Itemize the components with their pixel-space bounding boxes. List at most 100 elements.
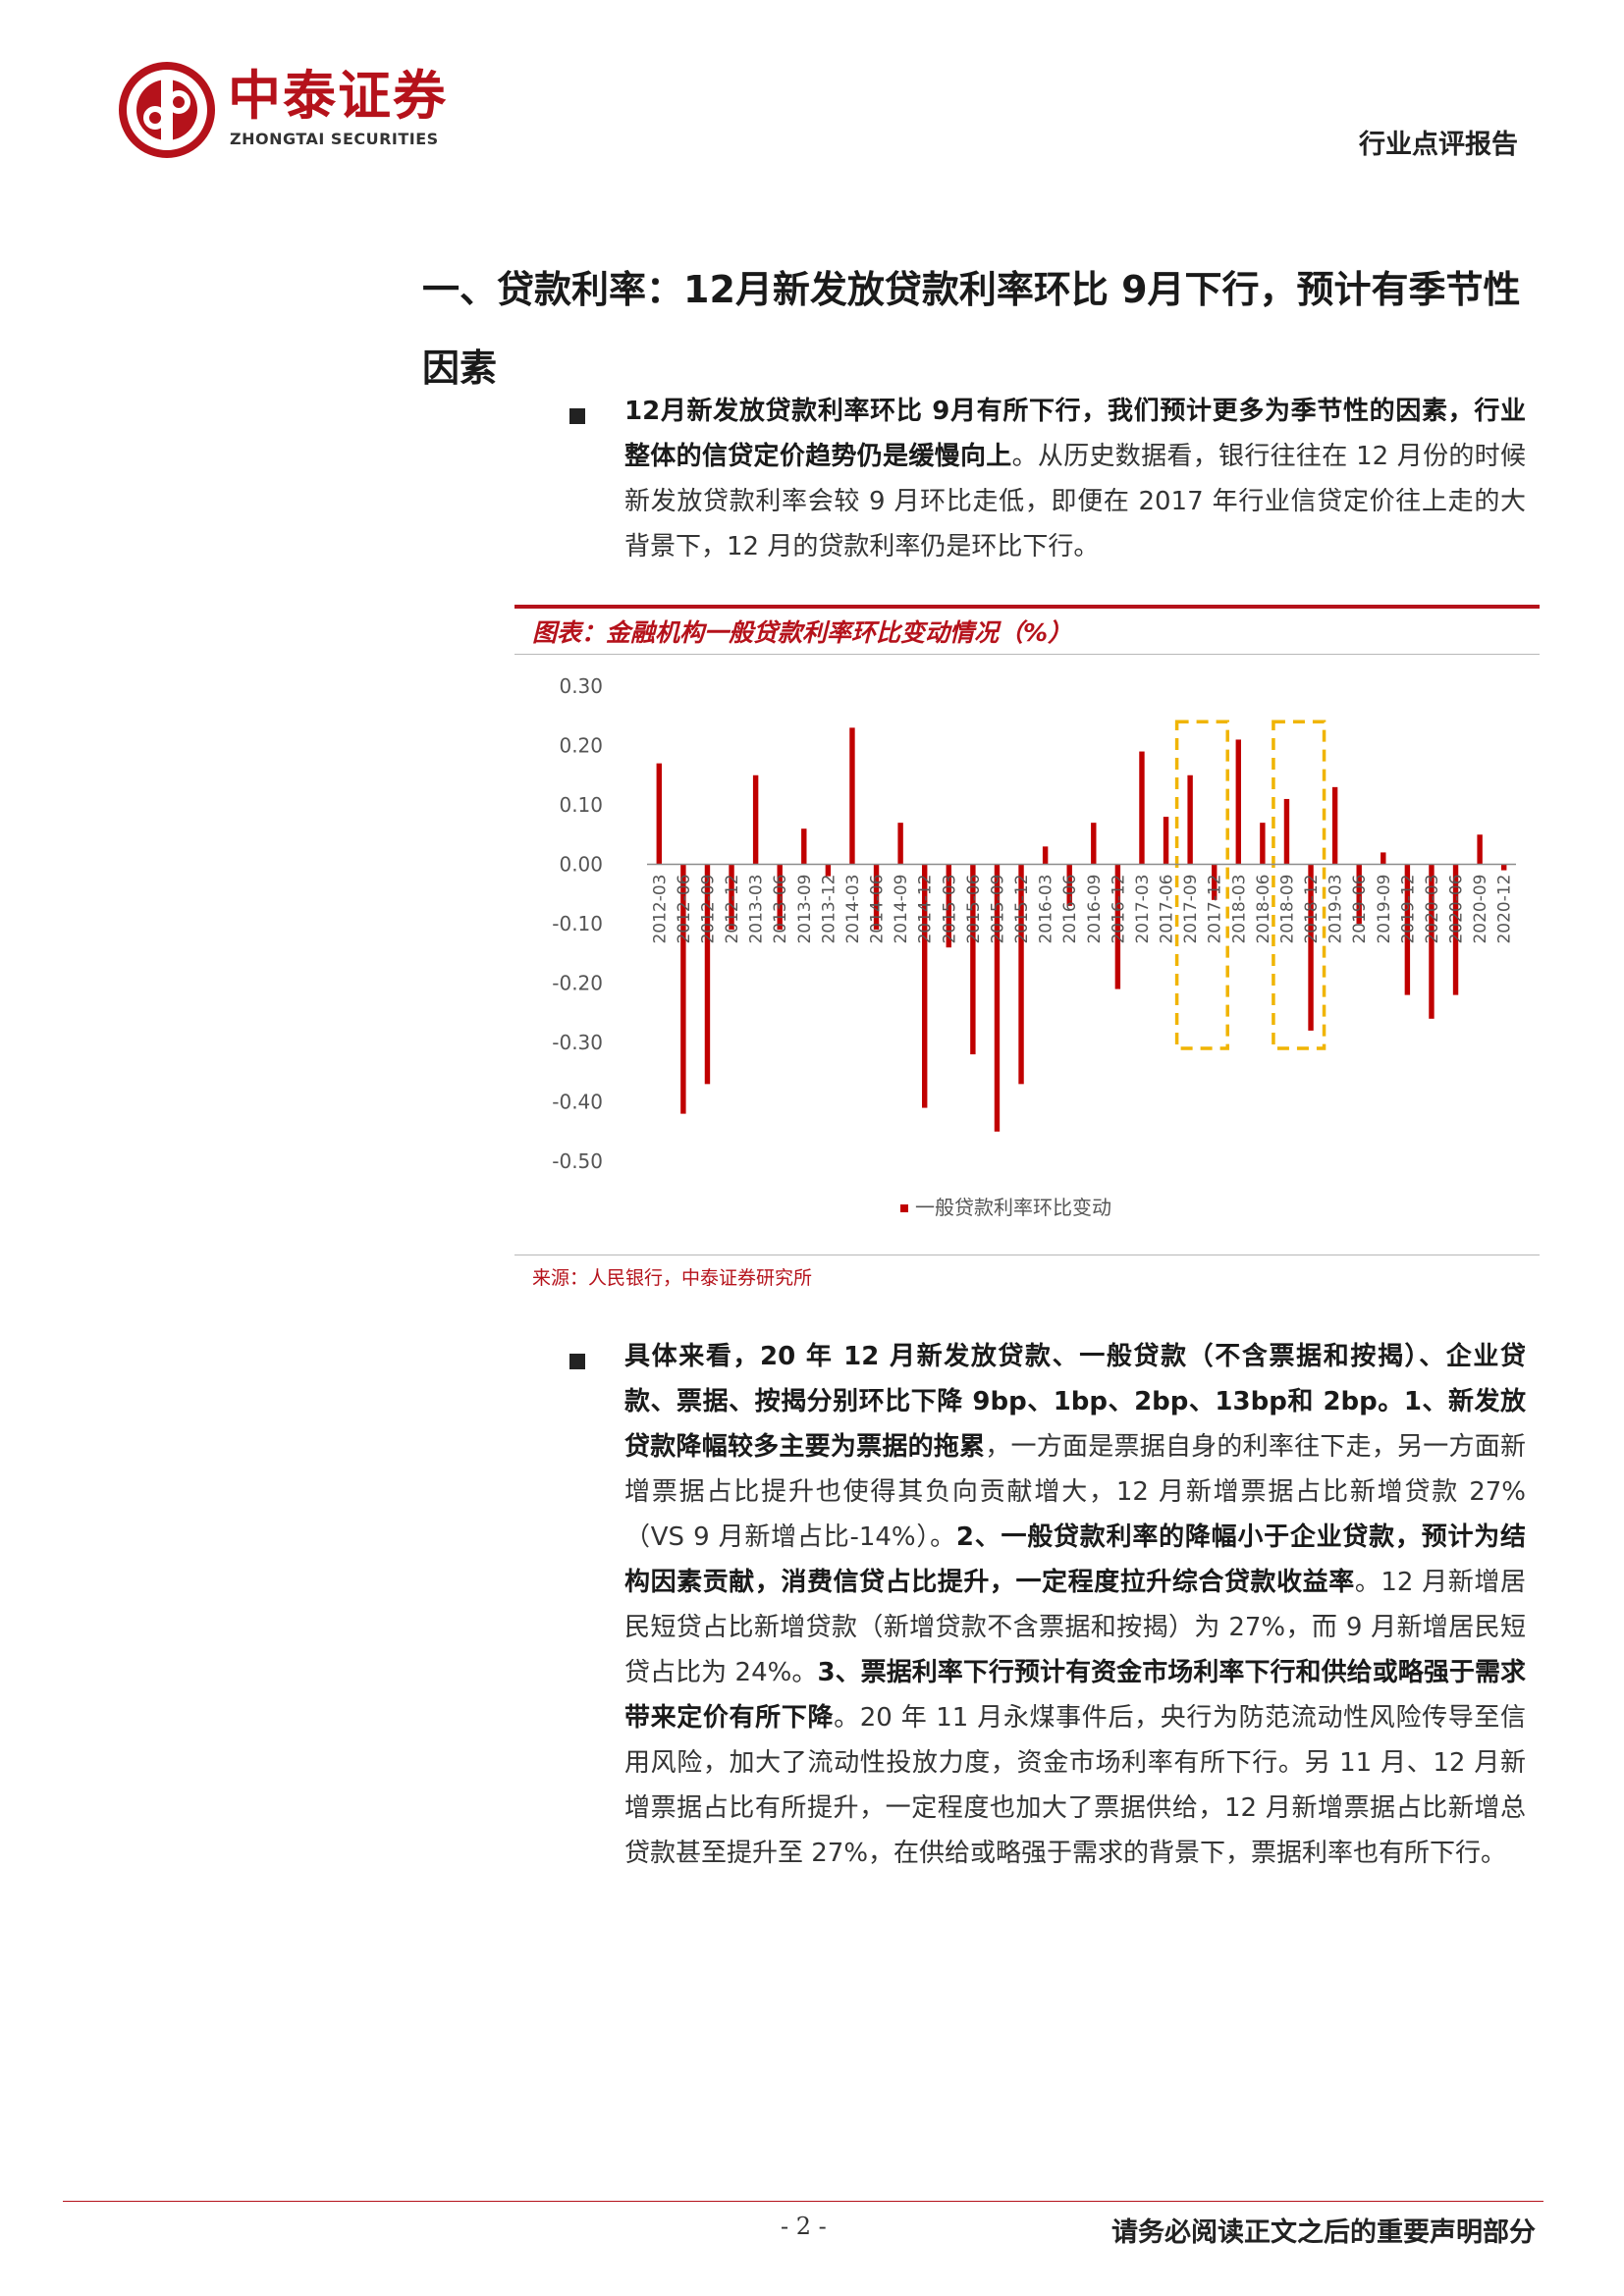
figure-source: 来源：人民银行，中泰证券研究所 [532,1267,813,1289]
x-tick-label: 2012-12 [723,875,742,944]
x-tick-label: 2016-12 [1109,875,1128,944]
x-tick-label: 2017-06 [1158,875,1177,944]
x-tick-label: 2014-12 [916,875,936,944]
bar [825,864,832,877]
y-tick-label: 0.00 [559,853,603,877]
bar [1066,864,1072,906]
x-tick-label: 2014-09 [892,875,911,944]
paragraph-1-bold: 12月新发放贷款利率环比 9月有所下行，我们预计更多为季节性的因素，行业整体的信… [624,397,1526,471]
x-tick-label: 2020-09 [1471,875,1490,944]
x-tick-label: 2016-09 [1085,875,1105,944]
x-tick-label: 2019-06 [1350,875,1370,944]
y-tick-label: -0.30 [552,1031,603,1054]
bar [729,864,734,931]
bar [1187,774,1193,865]
x-tick-label: 2015-12 [1012,875,1032,944]
x-tick-label: 2012-03 [650,875,670,944]
highlight-box [1174,720,1229,1050]
y-tick-label: 0.10 [559,793,603,817]
bar [1139,751,1145,865]
x-tick-label: 2014-06 [868,875,888,944]
x-tick-label: 2020-03 [1423,875,1442,944]
x-tick-label: 2015-03 [940,875,959,944]
bar [680,864,686,1114]
bar [994,864,1001,1132]
y-tick-label: -0.40 [552,1091,603,1114]
x-tick-label: 2018-12 [1302,875,1322,944]
bar [752,774,759,865]
y-tick-label: -0.50 [552,1149,603,1173]
bullet-icon [569,1354,585,1369]
bar [801,828,807,865]
x-tick-label: 2014-03 [843,875,863,944]
x-tick-label: 2018-09 [1277,875,1297,944]
x-tick-label: 2017-03 [1133,875,1153,944]
highlight-box [1272,720,1326,1050]
x-tick-label: 2016-03 [1037,875,1056,944]
y-tick-label: -0.10 [552,912,603,935]
bar [1260,823,1266,865]
x-tick-label: 2013-06 [771,875,790,944]
figure-title: 图表：金融机构一般贷款利率环比变动情况（%） [532,618,1073,647]
paragraph-1-text: 。从历史数据看，银行往往在 12 月份的时候新发放贷款利率会较 9 月环比走低，… [624,442,1526,561]
x-tick-label: 2017-12 [1206,875,1225,944]
bar [1308,864,1314,1031]
company-logo: 中泰证券 ZHONGTAI SECURITIES [118,61,530,159]
bar [1429,864,1435,1019]
y-tick-label: 0.30 [559,674,603,698]
bar [1163,817,1169,865]
x-tick-label: 2019-03 [1326,875,1346,944]
bar [1114,864,1121,989]
legend-swatch [900,1204,908,1212]
x-tick-label: 2020-12 [1495,874,1515,943]
x-tick-label: 2013-03 [747,875,767,944]
paragraph-2-bold-3: 3、票据利率下行预计有资金市场利率下行和供给或略强于需求带来定价有所下降 [624,1658,1526,1733]
x-tick-label: 2015-09 [988,875,1007,944]
bar [1018,864,1024,1085]
x-tick-label: 2019-09 [1375,875,1394,944]
x-tick-label: 2017-09 [1181,875,1201,944]
loan-rate-change-chart: 0.30 0.20 0.10 0.00 -0.10 -0.20 -0.30 -0.40 -0.5… [552,674,1516,1219]
bar [704,864,711,1085]
x-tick-label: 2013-09 [795,875,815,944]
x-tick-label: 2020-06 [1447,875,1467,944]
section-title: 一、贷款利率：12月新发放贷款利率环比 9月下行，预计有季节性因素 [422,268,1521,390]
bar [849,727,855,865]
bar [1501,864,1507,871]
bar [777,864,783,931]
bar [970,864,976,1055]
legend-label: 一般贷款利率环比变动 [915,1196,1111,1219]
bar [1235,739,1241,865]
y-tick-label: 0.20 [559,734,603,758]
x-tick-label: 2012-06 [675,875,694,944]
paragraph-2-text-2: 。12 月新增居民短贷占比新增贷款（新增贷款不含票据和按揭）为 27%，而 9 … [624,1568,1526,1687]
bar [1042,846,1049,865]
paragraph-2-bold-2: 2、一般贷款利率的降幅小于企业贷款，预计为结构因素贡献，消费信贷占比提升，一定程… [624,1522,1526,1597]
x-tick-label: 2019-12 [1398,875,1418,944]
footer-rule [63,2201,1543,2202]
bar [1477,834,1483,865]
bar [656,763,662,865]
page-number: - 2 - [781,2213,827,2240]
logo-text-cn: 中泰证券 [228,65,448,127]
bar [1452,864,1459,995]
bar [1380,852,1386,865]
bar [946,864,951,948]
y-tick-label: -0.20 [552,972,603,995]
x-tick-label: 2018-03 [1229,875,1249,944]
paragraph-1: 12月新发放贷款利率环比 9月有所下行，我们预计更多为季节性的因素，行业整体的信… [624,389,1526,569]
zhongtai-logo-icon [119,62,215,158]
bar [873,864,880,931]
figure-top-rule [514,605,1540,609]
report-type: 行业点评报告 [1359,130,1518,160]
bar [897,823,903,865]
bullet-icon [569,408,585,424]
bar [1283,798,1290,865]
x-tick-label: 2013-12 [819,875,839,944]
paragraph-2: 具体来看，20 年 12 月新发放贷款、一般贷款（不含票据和按揭）、企业贷款、票… [624,1334,1526,1876]
bar [1331,786,1338,865]
paragraph-2-text-3: 。20 年 11 月永煤事件后，央行为防范流动性风险传导至信用风险，加大了流动性… [624,1703,1526,1868]
x-tick-label: 2012-09 [698,875,718,944]
paragraph-2-bold-1: 具体来看，20 年 12 月新发放贷款、一般贷款（不含票据和按揭）、企业贷款、票… [624,1342,1526,1462]
logo-text-en: ZHONGTAI SECURITIES [230,130,439,148]
